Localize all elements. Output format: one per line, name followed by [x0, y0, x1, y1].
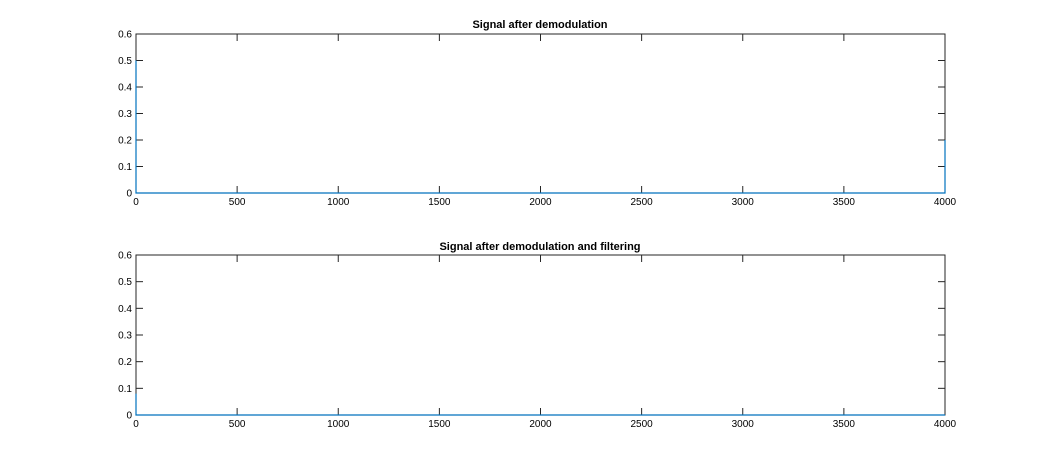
chart-demodulation-filtering: Signal after demodulation and filtering …: [118, 241, 957, 430]
x-tick-label: 3000: [732, 419, 755, 430]
y-tick-label: 0.4: [118, 304, 132, 315]
y-tick-label: 0.4: [118, 83, 132, 94]
chart-title: Signal after demodulation: [472, 19, 607, 31]
y-tick-label: 0.1: [118, 162, 132, 173]
y-tick-label: 0.1: [118, 384, 132, 395]
x-tick-label: 1500: [428, 419, 451, 430]
y-tick-label: 0.3: [118, 109, 132, 120]
x-tick-label: 1500: [428, 197, 451, 208]
x-tick-label: 1000: [327, 197, 350, 208]
y-tick-label: 0.6: [118, 30, 132, 41]
x-tick-label: 3500: [833, 197, 856, 208]
x-tick-label: 2500: [631, 419, 654, 430]
x-tick-label: 0: [133, 197, 139, 208]
x-tick-label: 4000: [934, 419, 957, 430]
y-tick-label: 0.5: [118, 56, 132, 67]
chart-demodulation: Signal after demodulation 0 500 1000 1500 20…: [118, 19, 957, 208]
y-tick-label: 0.6: [118, 251, 132, 262]
x-tick-label: 500: [229, 197, 246, 208]
x-tick-label: 2000: [529, 197, 552, 208]
x-tick-label: 2500: [631, 197, 654, 208]
chart-title: Signal after demodulation and filtering: [439, 241, 640, 253]
x-tick-label: 4000: [934, 197, 957, 208]
x-tick-label: 500: [229, 419, 246, 430]
x-tick-label: 3000: [732, 197, 755, 208]
x-tick-label: 1000: [327, 419, 350, 430]
y-tick-label: 0.5: [118, 277, 132, 288]
series-line: [135, 393, 945, 416]
x-tick-label: 3500: [833, 419, 856, 430]
y-tick-label: 0: [126, 411, 132, 422]
axes-box: [135, 254, 946, 416]
x-tick-label: 2000: [529, 419, 552, 430]
y-tick-label: 0.2: [118, 357, 132, 368]
x-tick-label: 0: [133, 419, 139, 430]
axes-box: [135, 33, 946, 194]
series-line: [135, 60, 946, 194]
y-tick-label: 0.2: [118, 136, 132, 147]
y-tick-label: 0.3: [118, 331, 132, 342]
y-tick-label: 0: [126, 189, 132, 200]
